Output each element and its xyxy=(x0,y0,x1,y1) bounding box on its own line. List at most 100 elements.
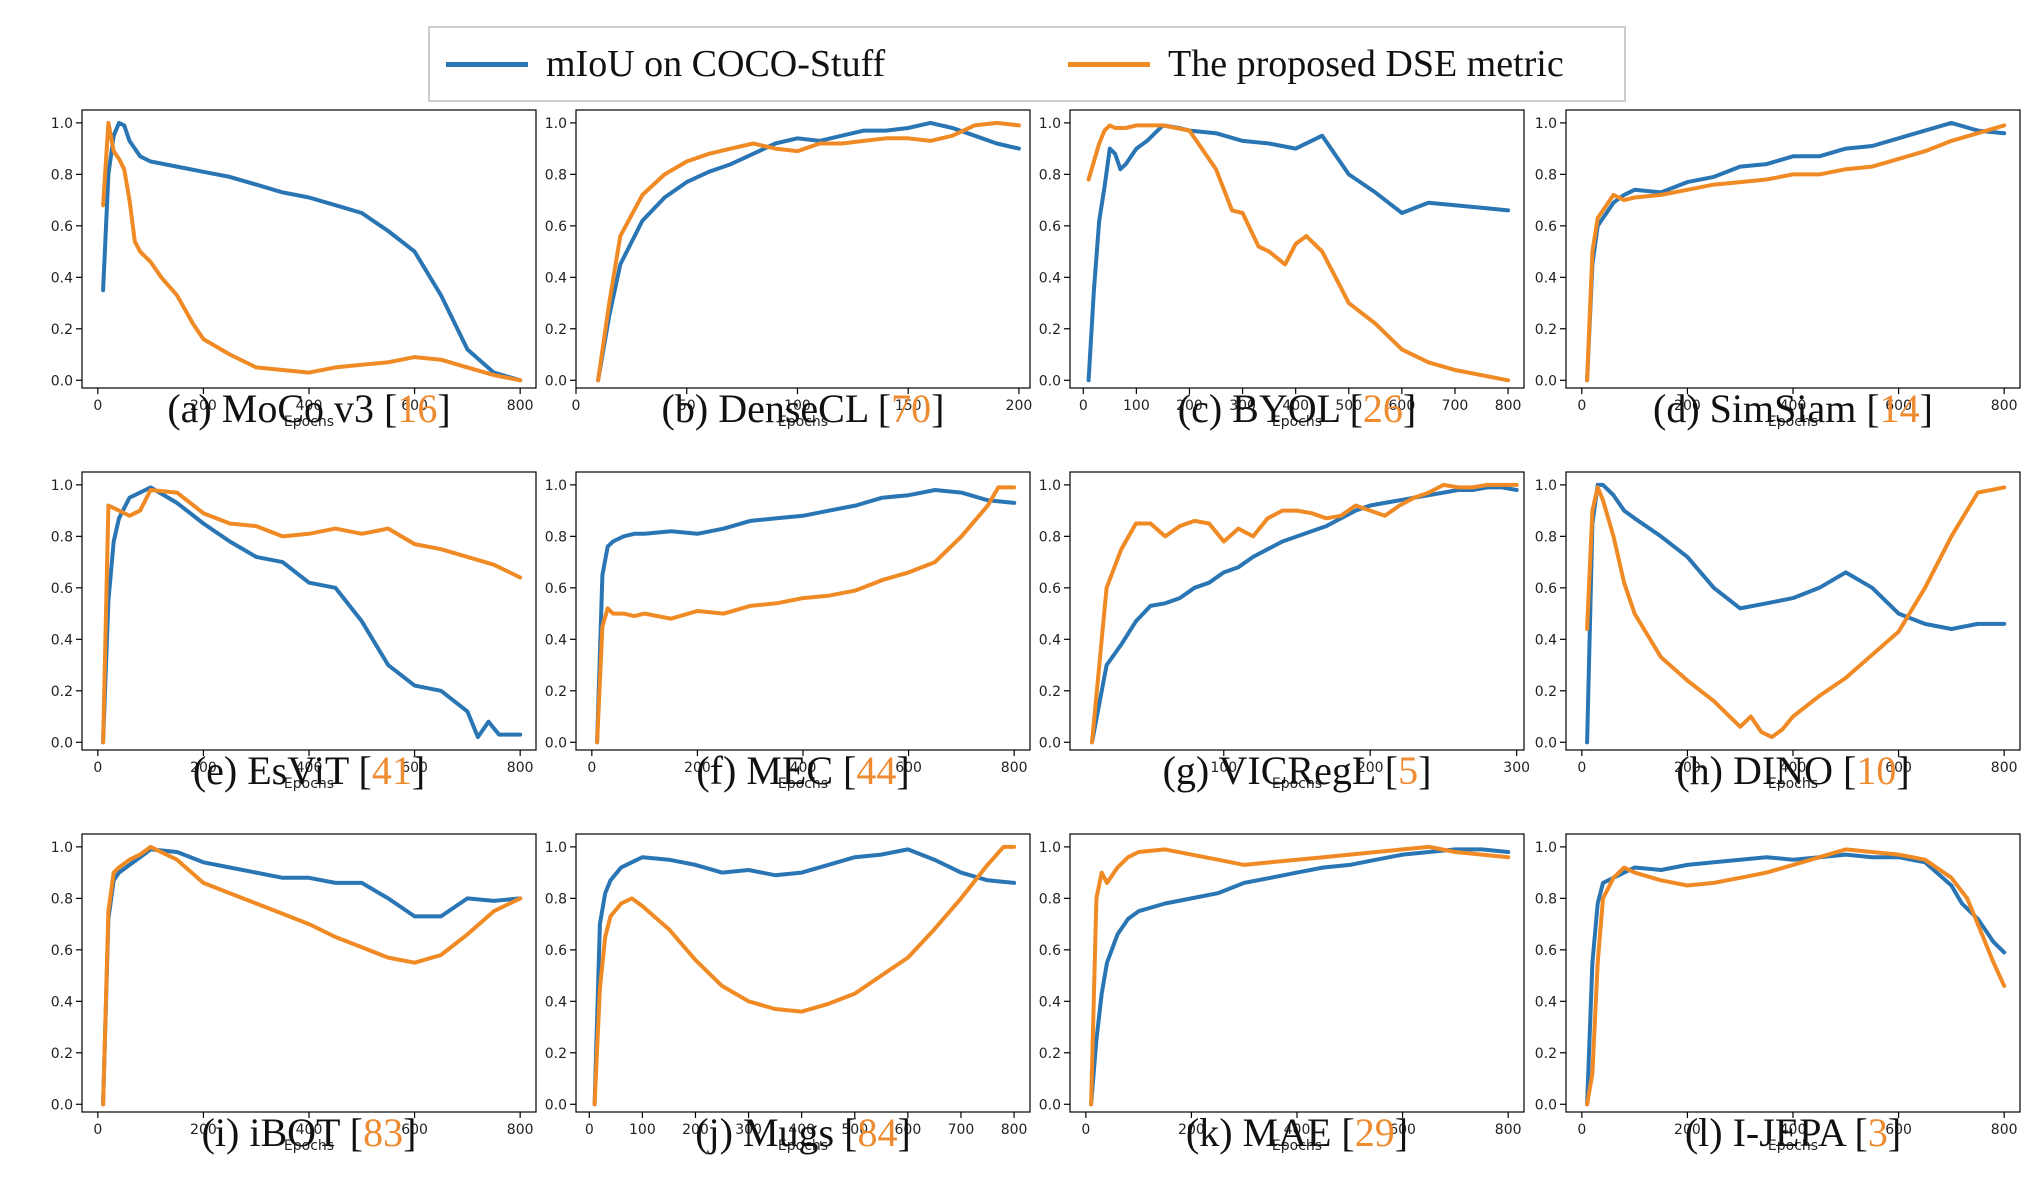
chart-panel: 0.0 0.2 0.4 0.6 0.8 1.0 0 200 400 600 800 Epochs xyxy=(1535,109,2036,450)
y-tick-label: 0.0 xyxy=(545,373,567,389)
x-tick-label: 0 xyxy=(587,760,596,776)
chart-caption: (l) I-JEPA [3] xyxy=(1685,1109,1901,1156)
x-tick-label: 400 xyxy=(1282,398,1309,414)
legend-label-miou: mIoU on COCO-Stuff xyxy=(546,43,886,85)
caption-citation[interactable]: 70 xyxy=(891,386,932,431)
y-tick-label: 0.6 xyxy=(1535,943,1557,959)
series-line-miou xyxy=(592,847,1017,1107)
chart-svg: 0.0 0.2 0.4 0.6 0.8 1.0 0 50 100 150 200 Epochs xyxy=(545,109,1032,430)
caption-citation[interactable]: 10 xyxy=(1856,748,1897,793)
x-tick-label: 400 xyxy=(1780,1122,1807,1138)
y-tick-label: 0.8 xyxy=(1039,529,1061,545)
y-tick-label: 1.0 xyxy=(1535,478,1557,494)
x-axis-label: Epochs xyxy=(284,1138,334,1154)
y-tick-label: 0.8 xyxy=(545,167,567,183)
x-tick-label: 500 xyxy=(841,1122,868,1138)
caption-citation[interactable]: 3 xyxy=(1867,1110,1888,1155)
x-tick-label: 600 xyxy=(1885,760,1912,776)
x-axis-label: Epochs xyxy=(284,414,334,430)
caption-text: (b) DenseCL [ xyxy=(661,386,892,431)
y-tick-label: 0.4 xyxy=(1039,994,1061,1010)
x-tick-label: 200 xyxy=(190,760,217,776)
x-tick-label: 100 xyxy=(1210,760,1237,776)
series-line-dse xyxy=(1086,123,1511,383)
x-tick-label: 200 xyxy=(1357,760,1384,776)
y-tick-label: 0.2 xyxy=(51,322,73,338)
y-tick-label: 0.6 xyxy=(51,943,73,959)
y-tick-label: 0.6 xyxy=(545,581,567,597)
series-line-miou xyxy=(595,488,1017,745)
x-tick-label: 0 xyxy=(1079,398,1088,414)
plot-frame xyxy=(575,109,1031,389)
y-tick-label: 0.0 xyxy=(1535,735,1557,751)
x-axis-label: Epochs xyxy=(1768,776,1818,792)
x-tick-label: 800 xyxy=(1001,1122,1028,1138)
series-line-miou xyxy=(101,120,523,383)
y-tick-label: 0.2 xyxy=(1039,684,1061,700)
chart-caption: (a) MoCo v3 [16] xyxy=(167,385,450,432)
chart-caption: (d) SimSiam [14] xyxy=(1653,385,1933,432)
x-tick-label: 600 xyxy=(1389,398,1416,414)
y-tick-label: 1.0 xyxy=(1039,116,1061,132)
chart-panel: 0.0 0.2 0.4 0.6 0.8 1.0 0 200 400 600 800 Epochs xyxy=(1535,471,2036,812)
x-tick-label: 800 xyxy=(1991,1122,2018,1138)
x-tick-label: 800 xyxy=(507,1122,534,1138)
y-tick-label: 1.0 xyxy=(51,478,73,494)
x-tick-label: 0 xyxy=(93,1122,102,1138)
caption-close: ] xyxy=(1887,1110,1902,1155)
y-tick-label: 1.0 xyxy=(545,478,567,494)
x-tick-label: 0 xyxy=(572,398,581,414)
y-tick-label: 0.0 xyxy=(51,735,73,751)
y-tick-label: 0.6 xyxy=(545,219,567,235)
caption-citation[interactable]: 84 xyxy=(857,1110,898,1155)
chart-panel: 0.0 0.2 0.4 0.6 0.8 1.0 0 200 400 600 800 Epochs xyxy=(1039,833,1540,1174)
series-line-dse xyxy=(596,120,1021,383)
x-tick-label: 200 xyxy=(1674,1122,1701,1138)
x-tick-label: 600 xyxy=(1885,1122,1912,1138)
caption-citation[interactable]: 26 xyxy=(1362,386,1403,431)
caption-citation[interactable]: 44 xyxy=(856,748,897,793)
series-line-dse xyxy=(101,488,523,745)
plot-frame xyxy=(575,833,1031,1113)
x-tick-label: 600 xyxy=(895,1122,922,1138)
x-tick-label: 500 xyxy=(1335,398,1362,414)
y-tick-label: 0.8 xyxy=(1039,167,1061,183)
caption-text: (i) iBOT [ xyxy=(201,1110,364,1155)
plot-frame xyxy=(81,471,537,751)
x-tick-label: 200 xyxy=(1178,1122,1205,1138)
y-tick-label: 0.2 xyxy=(1039,1046,1061,1062)
caption-citation[interactable]: 5 xyxy=(1398,748,1419,793)
series-line-dse xyxy=(592,844,1017,1107)
x-tick-label: 200 xyxy=(1674,760,1701,776)
y-tick-label: 1.0 xyxy=(51,840,73,856)
y-tick-label: 0.0 xyxy=(1535,373,1557,389)
caption-text: (h) DINO [ xyxy=(1676,748,1857,793)
chart-caption: (c) BYOL [26] xyxy=(1178,385,1416,432)
plot-frame xyxy=(1069,833,1525,1113)
x-tick-label: 0 xyxy=(1577,760,1586,776)
x-tick-label: 200 xyxy=(190,398,217,414)
plot-frame xyxy=(1565,109,2021,389)
series-line-dse xyxy=(101,120,523,383)
caption-citation[interactable]: 14 xyxy=(1879,386,1920,431)
x-tick-label: 800 xyxy=(1495,1122,1522,1138)
x-tick-label: 400 xyxy=(1780,760,1807,776)
caption-citation[interactable]: 83 xyxy=(363,1110,404,1155)
y-tick-label: 0.2 xyxy=(51,684,73,700)
caption-citation[interactable]: 16 xyxy=(397,386,438,431)
x-tick-label: 0 xyxy=(1081,1122,1090,1138)
x-tick-label: 800 xyxy=(1001,760,1028,776)
caption-citation[interactable]: 41 xyxy=(371,748,412,793)
chart-panel: 0.0 0.2 0.4 0.6 0.8 1.0 0 200 400 600 800 Epochs xyxy=(51,109,552,450)
chart-caption: (f) MEC [44] xyxy=(696,747,909,794)
y-tick-label: 0.8 xyxy=(1039,891,1061,907)
y-tick-label: 0.2 xyxy=(1039,322,1061,338)
legend-item-miou: mIoU on COCO-Stuff xyxy=(446,28,885,100)
chart-svg: 0.0 0.2 0.4 0.6 0.8 1.0 0 100 200 300 400 500 600 700… xyxy=(545,833,1031,1154)
caption-citation[interactable]: 29 xyxy=(1354,1110,1395,1155)
y-tick-label: 1.0 xyxy=(1039,478,1061,494)
chart-svg: 0.0 0.2 0.4 0.6 0.8 1.0 0 200 400 600 800 Epochs xyxy=(51,109,537,430)
y-tick-label: 0.4 xyxy=(1535,632,1557,648)
series-line-dse xyxy=(1585,123,2007,383)
series-line-dse xyxy=(101,844,523,1107)
